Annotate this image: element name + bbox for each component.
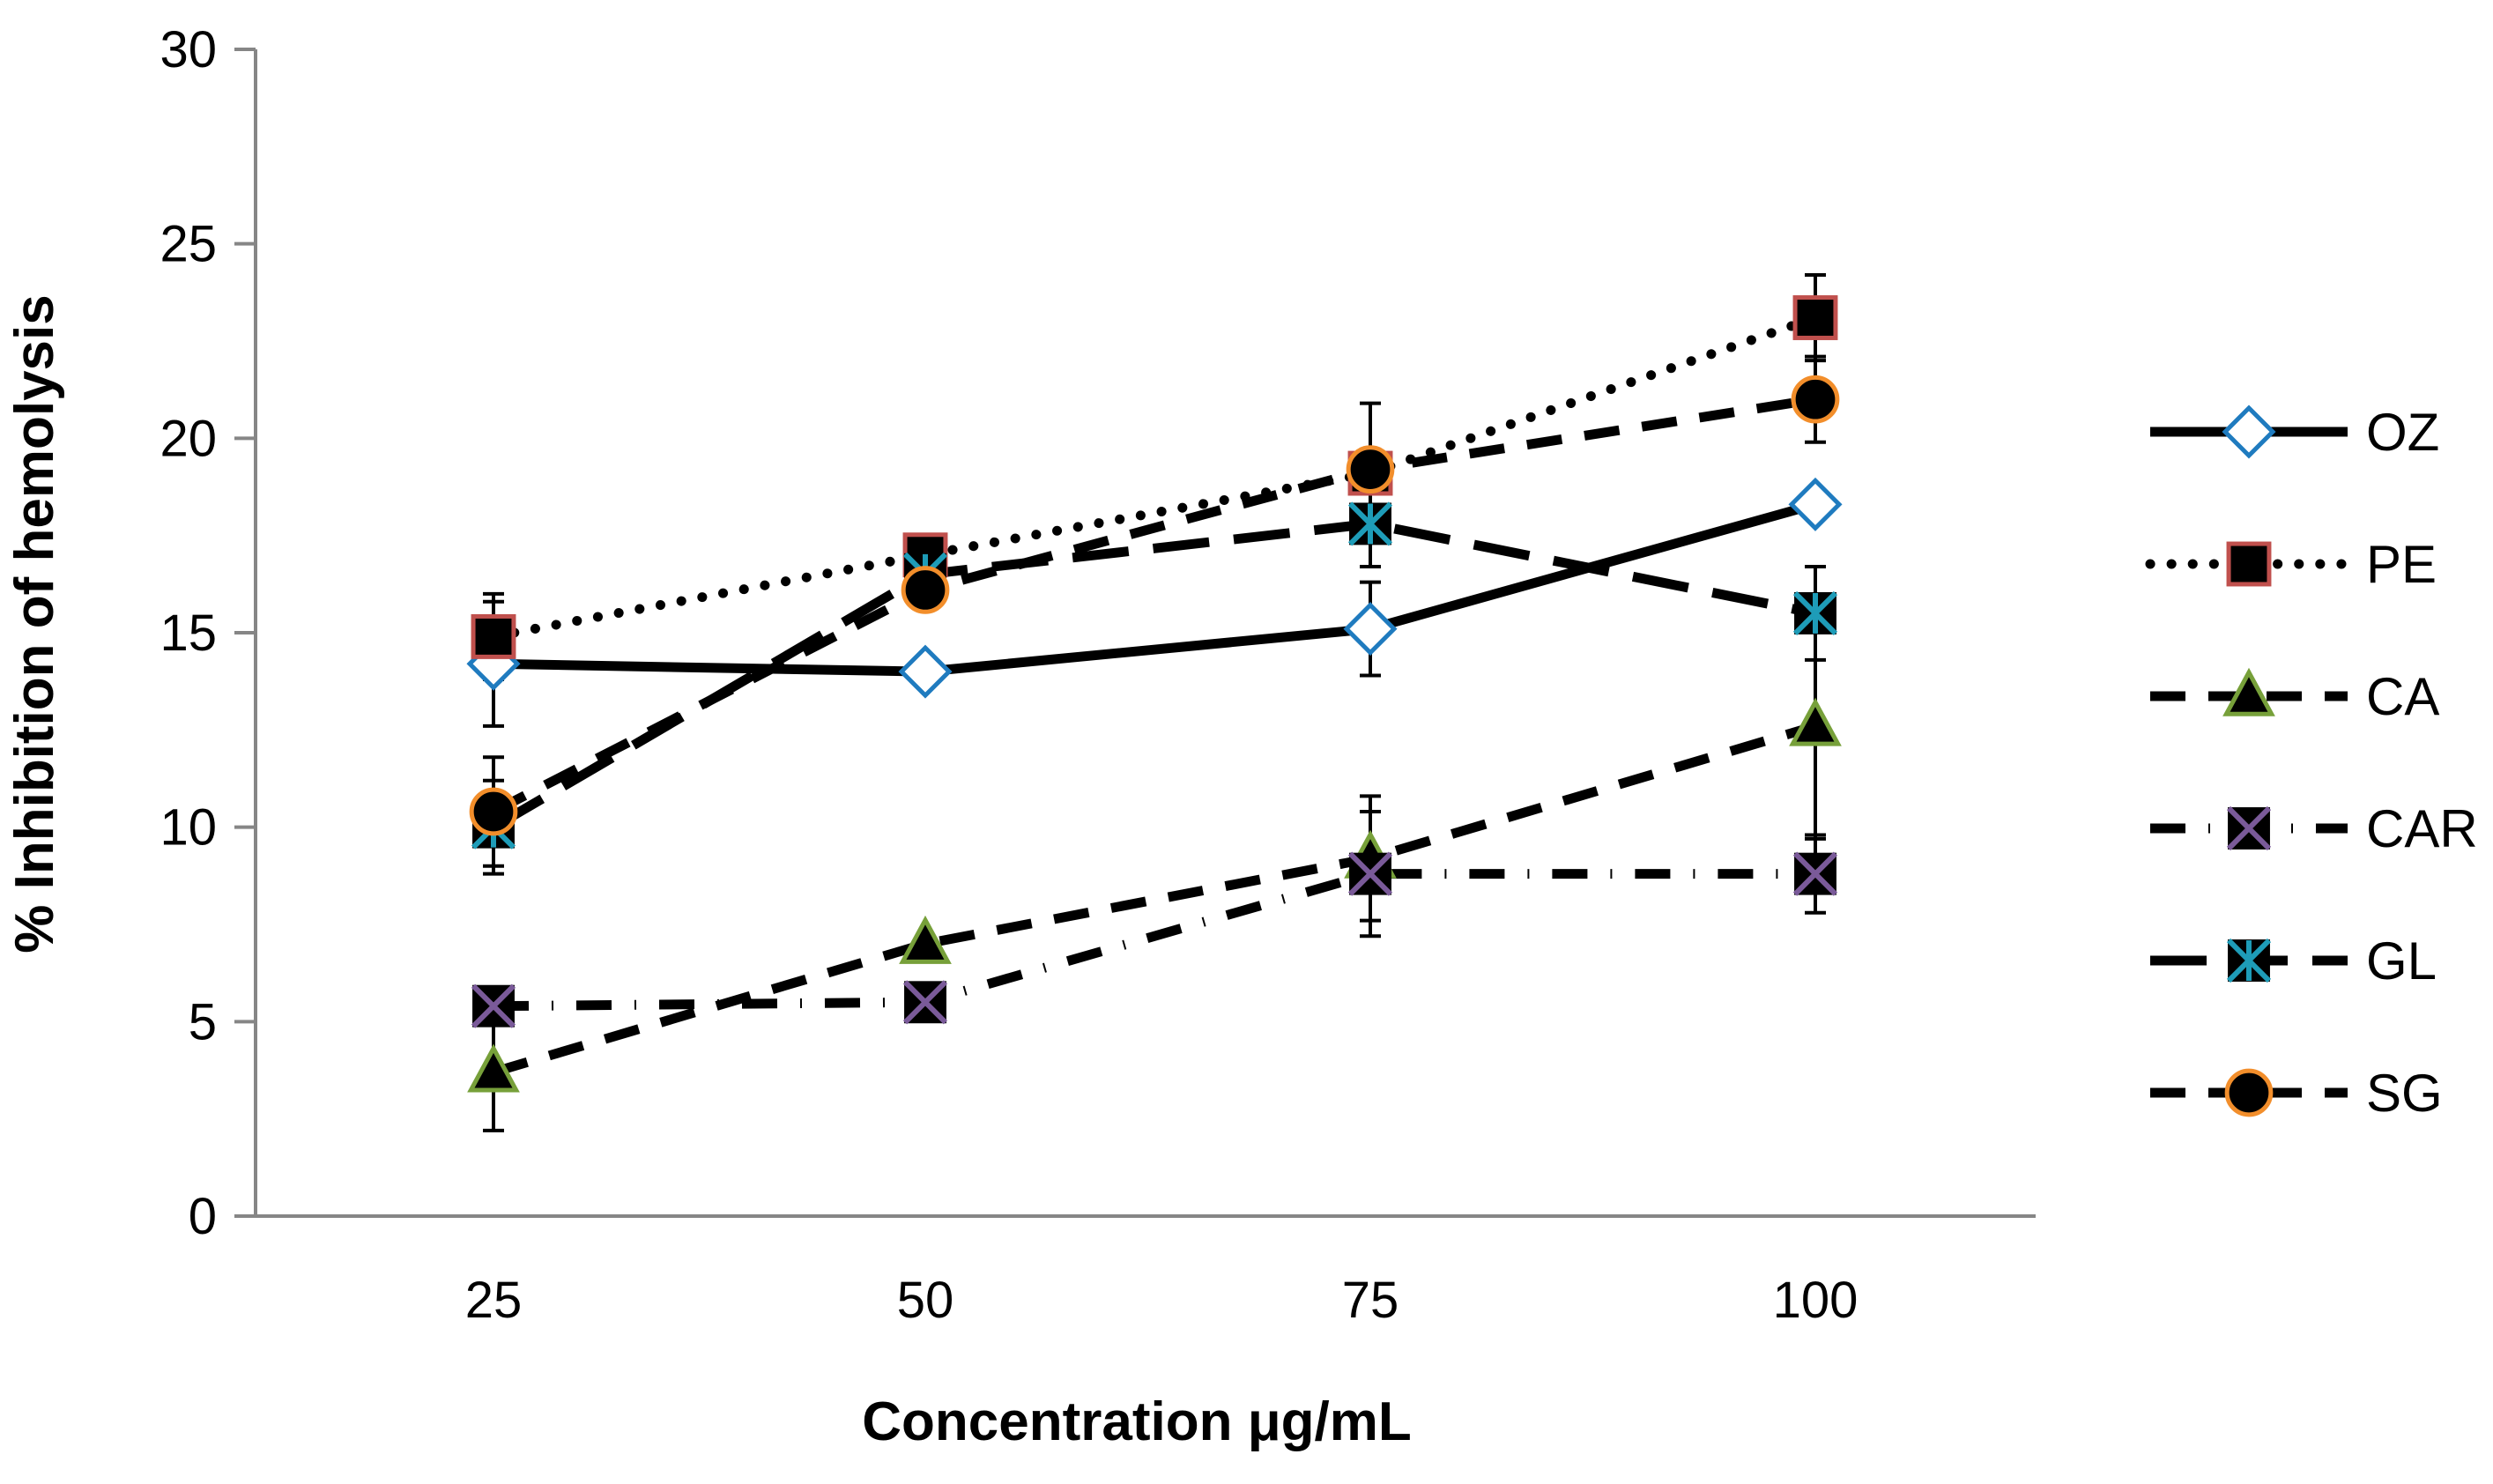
circle-marker-shape	[1346, 445, 1395, 493]
diamond-marker-shape	[898, 644, 953, 699]
data-point-pe	[1792, 295, 1838, 340]
legend-label-sg: SG	[2366, 1064, 2443, 1123]
y-tick-label: 10	[160, 799, 217, 857]
circle-marker-shape	[1791, 375, 1840, 424]
data-point-gl	[1347, 501, 1393, 546]
data-point-ca	[899, 915, 952, 964]
square-marker-shape	[2226, 541, 2272, 587]
legend-item-car: CAR	[2150, 799, 2478, 858]
y-tick-label: 0	[189, 1188, 217, 1245]
legend-item-pe: PE	[2145, 535, 2437, 594]
legend-item-gl: GL	[2150, 931, 2437, 991]
series-markers	[466, 295, 1843, 1093]
y-tick-label: 20	[160, 410, 217, 467]
square-marker-shape	[1792, 295, 1838, 340]
data-point-sg	[1346, 445, 1395, 493]
series-line-car	[493, 869, 1815, 1012]
data-point-sg	[1791, 375, 1840, 424]
series-lines	[488, 313, 1821, 1077]
data-point-oz	[1343, 602, 1398, 657]
data-point-ca	[467, 1043, 520, 1093]
series-line-sg	[491, 394, 1816, 816]
legend: OZ PE CA CAR GL SG	[2145, 403, 2478, 1123]
y-tick-label: 25	[160, 216, 217, 273]
legend-marker-gl	[2226, 938, 2272, 983]
axes: 0 5 10 15 20 25 30 25 50 75 100	[160, 21, 2036, 1329]
data-point-oz	[898, 644, 953, 699]
data-point-sg	[469, 787, 518, 836]
y-axis-title: % Inhibition of hemolysis	[4, 294, 65, 953]
x-marker-stroke	[902, 980, 948, 1025]
legend-label-gl: GL	[2366, 931, 2437, 991]
x-tick-label: 25	[465, 1272, 523, 1329]
legend-item-ca: CA	[2150, 667, 2439, 726]
y-tick-label: 5	[189, 993, 217, 1050]
triangle-marker-shape	[467, 1043, 520, 1093]
legend-marker-ca	[2222, 667, 2275, 716]
circle-marker-shape	[901, 566, 950, 614]
data-point-car	[902, 980, 948, 1025]
triangle-marker-shape	[2222, 667, 2275, 716]
legend-marker-oz	[2222, 404, 2276, 459]
legend-label-oz: OZ	[2366, 403, 2439, 462]
x-tick-label: 50	[897, 1272, 954, 1329]
diamond-marker-shape	[1343, 602, 1398, 657]
data-point-car	[1792, 851, 1838, 896]
circle-marker-shape	[469, 787, 518, 836]
data-point-oz	[1788, 477, 1843, 531]
legend-label-car: CAR	[2366, 799, 2478, 858]
legend-marker-car	[2226, 805, 2272, 851]
x-marker-stroke	[2226, 805, 2272, 851]
x-tick-label: 100	[1773, 1272, 1859, 1329]
diamond-marker-shape	[1788, 477, 1843, 531]
x-marker-stroke	[471, 983, 516, 1028]
legend-label-ca: CA	[2366, 667, 2439, 726]
series-line-gl	[491, 518, 1817, 832]
legend-item-sg: SG	[2150, 1064, 2443, 1123]
plot-area: 0 5 10 15 20 25 30 25 50 75 100	[160, 21, 2036, 1329]
triangle-marker-shape	[1789, 697, 1842, 746]
series-line-ca	[492, 721, 1817, 1077]
circle-marker-shape	[2224, 1068, 2274, 1117]
square-marker-shape	[471, 613, 516, 659]
x-marker-stroke	[1792, 851, 1838, 896]
triangle-marker-shape	[899, 915, 952, 964]
data-point-ca	[1789, 697, 1842, 746]
legend-marker-pe	[2226, 541, 2272, 587]
legend-item-oz: OZ	[2150, 403, 2439, 462]
data-point-sg	[901, 566, 950, 614]
y-tick-label: 30	[160, 21, 217, 78]
legend-label-pe: PE	[2366, 535, 2437, 594]
x-axis-title: Concentration μg/mL	[862, 1391, 1411, 1452]
data-point-gl	[1792, 590, 1838, 636]
legend-marker-sg	[2224, 1068, 2274, 1117]
diamond-marker-shape	[2222, 404, 2276, 459]
x-marker-stroke	[1347, 851, 1393, 896]
y-tick-label: 15	[160, 605, 217, 662]
data-point-car	[1347, 851, 1393, 896]
data-point-pe	[471, 613, 516, 659]
x-tick-label: 75	[1342, 1272, 1399, 1329]
series-line-pe	[488, 313, 1821, 642]
data-point-car	[471, 983, 516, 1028]
